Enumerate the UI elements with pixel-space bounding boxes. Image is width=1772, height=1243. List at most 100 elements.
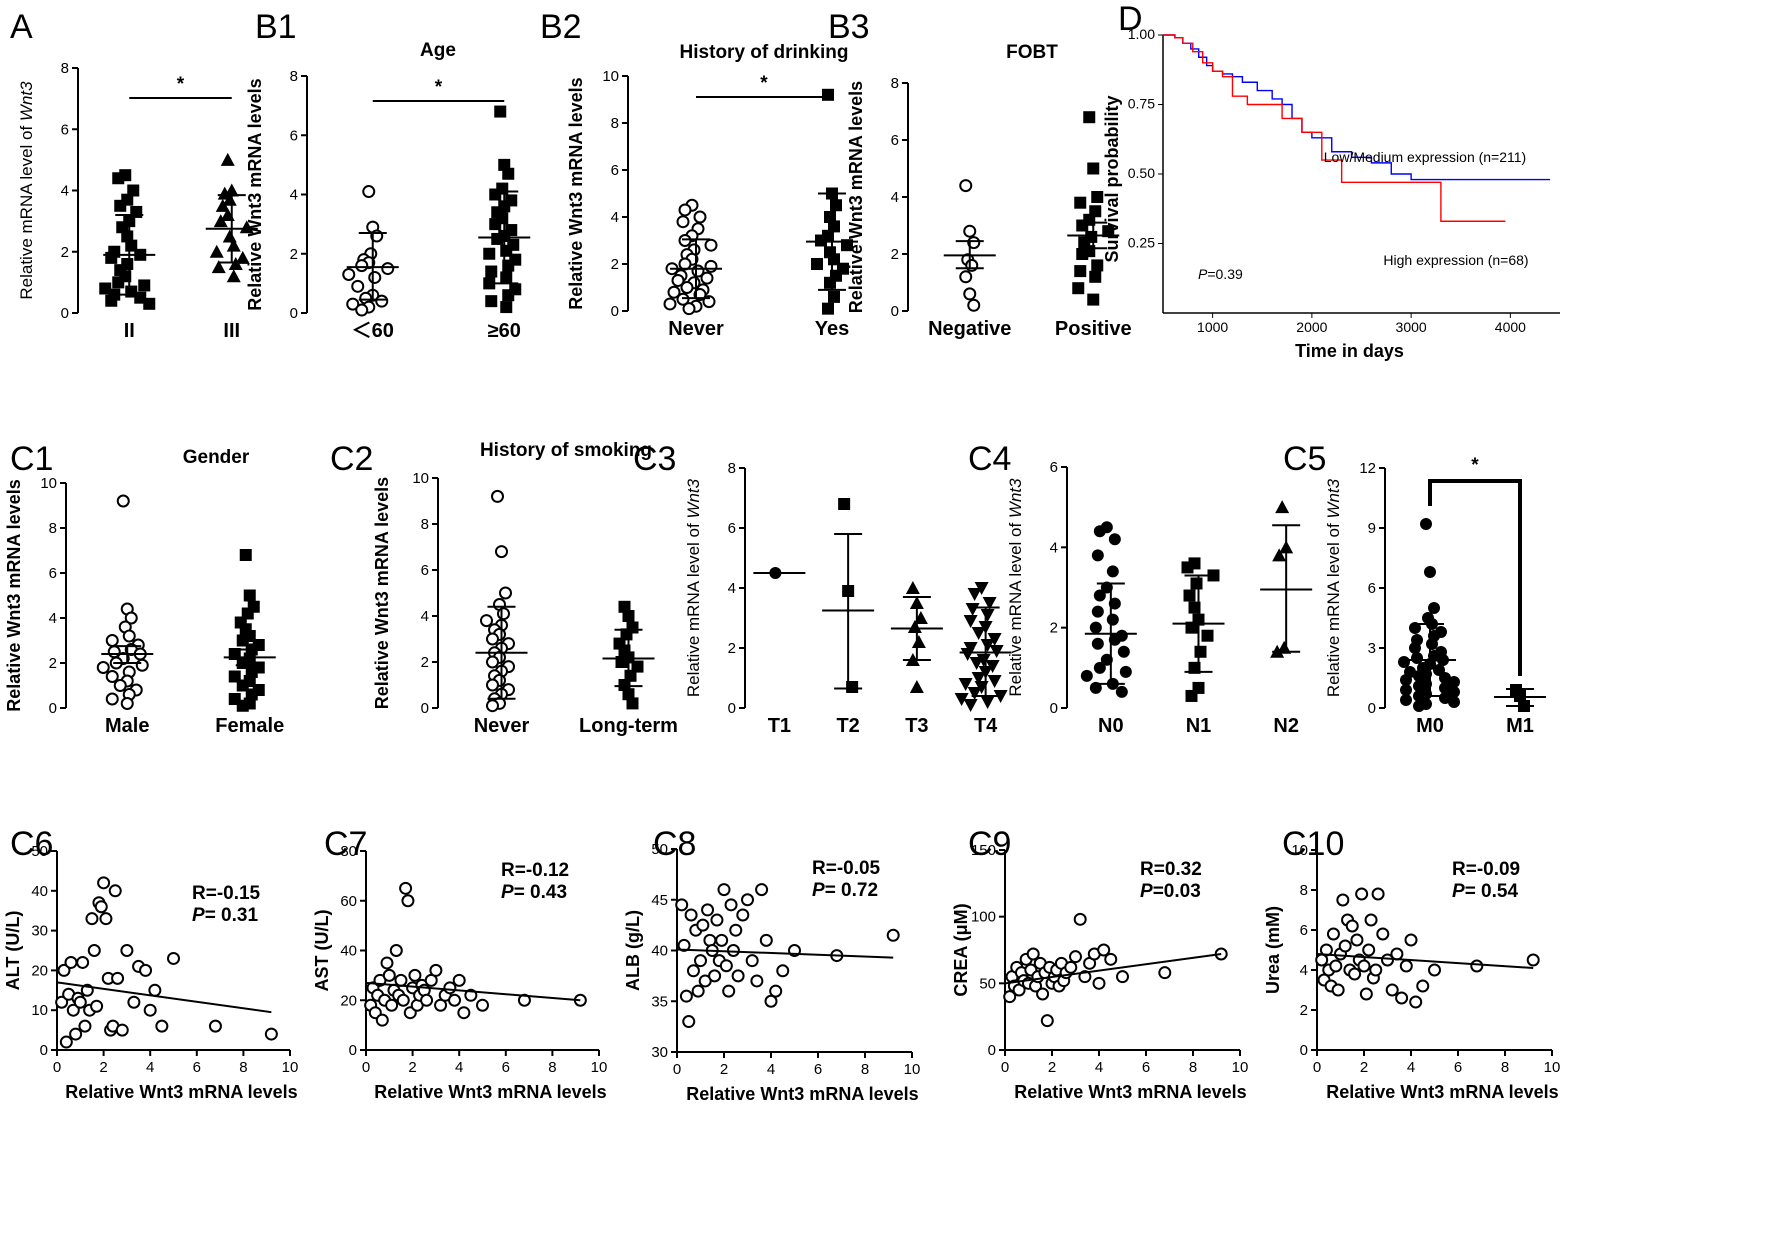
y-tick-label: 2 xyxy=(611,256,619,273)
y-tick-label: 30 xyxy=(651,1044,668,1061)
data-point xyxy=(486,699,499,713)
y-tick-label: 40 xyxy=(31,883,48,900)
regression-line xyxy=(56,981,272,1014)
data-point xyxy=(143,297,156,310)
data-point xyxy=(497,607,510,621)
data-point xyxy=(987,675,1002,688)
x-tick-label: 1000 xyxy=(1197,319,1228,335)
data-point xyxy=(1089,621,1102,634)
y-axis-label: Relative Wnt3 mRNA levels xyxy=(245,78,265,310)
data-point xyxy=(220,152,235,166)
annotation-r: R=-0.05 xyxy=(812,858,881,879)
data-point xyxy=(963,615,978,628)
group-t4 xyxy=(954,582,1012,712)
data-point xyxy=(1326,927,1340,941)
data-point xyxy=(1385,983,1399,997)
panel-label: C7 xyxy=(324,825,367,863)
data-point xyxy=(55,995,69,1009)
data-point xyxy=(1093,589,1106,602)
category-label: Male xyxy=(105,715,149,737)
data-point xyxy=(486,632,499,646)
data-point xyxy=(724,898,738,912)
x-tick-label: 2 xyxy=(720,1061,728,1078)
data-point xyxy=(78,1019,92,1033)
data-point xyxy=(1413,700,1425,712)
data-point xyxy=(401,894,415,908)
data-point xyxy=(500,301,513,314)
panel-d: D 0.25 0.50 0.75 1.00 1000 2000 3000 4000 Time in… xyxy=(1102,0,1560,361)
data-point xyxy=(679,989,693,1003)
data-point xyxy=(85,912,99,926)
data-point xyxy=(965,603,980,616)
annotation-p: P=0.03 xyxy=(1140,881,1201,902)
data-point xyxy=(69,1027,83,1041)
panel-title: History of smoking xyxy=(480,440,652,461)
data-point xyxy=(755,883,769,897)
data-point xyxy=(1185,621,1198,634)
x-tick-label: 2000 xyxy=(1296,319,1327,335)
category-label: N0 xyxy=(1098,715,1124,737)
data-point xyxy=(480,614,493,628)
x-axis-label: Relative Wnt3 mRNA levels xyxy=(1326,1082,1558,1102)
data-point xyxy=(1448,686,1460,698)
data-point xyxy=(1470,959,1484,973)
data-point xyxy=(886,928,900,942)
data-point xyxy=(1336,893,1350,907)
data-point xyxy=(667,285,681,299)
y-tick-label: 6 xyxy=(1368,580,1376,597)
data-point xyxy=(499,586,512,600)
data-point xyxy=(57,963,71,977)
x-tick-label: 8 xyxy=(861,1061,869,1078)
x-tick-label: 4 xyxy=(1095,1059,1103,1076)
y-tick-label: 0 xyxy=(421,700,429,717)
data-point xyxy=(112,172,125,185)
y-tick-label: 20 xyxy=(31,962,48,979)
data-point xyxy=(704,238,718,252)
data-point xyxy=(1409,642,1421,654)
panel-label: C6 xyxy=(10,825,53,863)
panel-label: A xyxy=(10,8,33,46)
y-tick-label: 35 xyxy=(651,993,668,1010)
category-label: N2 xyxy=(1273,715,1299,737)
data-point xyxy=(708,969,722,983)
y-axis-label: CREA (μM) xyxy=(951,903,971,996)
y-tick-label: 8 xyxy=(1300,882,1308,899)
data-point xyxy=(509,253,522,266)
category-label: Yes xyxy=(815,318,849,340)
data-point xyxy=(228,257,243,270)
data-point xyxy=(443,981,457,995)
data-point xyxy=(1331,983,1345,997)
data-point xyxy=(954,693,969,706)
data-point xyxy=(1072,282,1085,295)
data-point xyxy=(722,984,736,998)
data-point xyxy=(1074,265,1087,278)
data-point xyxy=(239,220,254,234)
y-axis-label: Relative mRNA level of Wnt3 xyxy=(17,81,36,300)
data-point xyxy=(375,1013,389,1027)
group-male xyxy=(96,494,154,710)
panel-label: B2 xyxy=(540,8,582,46)
data-point xyxy=(486,655,499,669)
legend-high: High expression (n=68) xyxy=(1383,252,1528,268)
data-point xyxy=(1190,577,1203,590)
data-point xyxy=(485,265,498,278)
data-point xyxy=(209,244,224,258)
x-tick-label: 6 xyxy=(502,1059,510,1076)
data-point xyxy=(239,549,252,561)
y-tick-label: 2 xyxy=(290,246,298,263)
data-point xyxy=(215,198,230,212)
y-tick-label: 10 xyxy=(1291,842,1308,859)
data-point xyxy=(1106,565,1119,578)
data-point xyxy=(1093,525,1106,538)
data-point xyxy=(375,294,389,308)
y-axis-label: ALT (U/L) xyxy=(3,911,23,991)
data-point xyxy=(963,287,977,301)
x-tick-label: 2 xyxy=(1360,1059,1368,1076)
data-point xyxy=(828,290,840,303)
y-tick-label: 30 xyxy=(31,923,48,940)
x-axis-label: Relative Wnt3 mRNA levels xyxy=(65,1082,297,1102)
y-tick-label: 4 xyxy=(421,608,429,625)
data-point xyxy=(213,214,228,228)
